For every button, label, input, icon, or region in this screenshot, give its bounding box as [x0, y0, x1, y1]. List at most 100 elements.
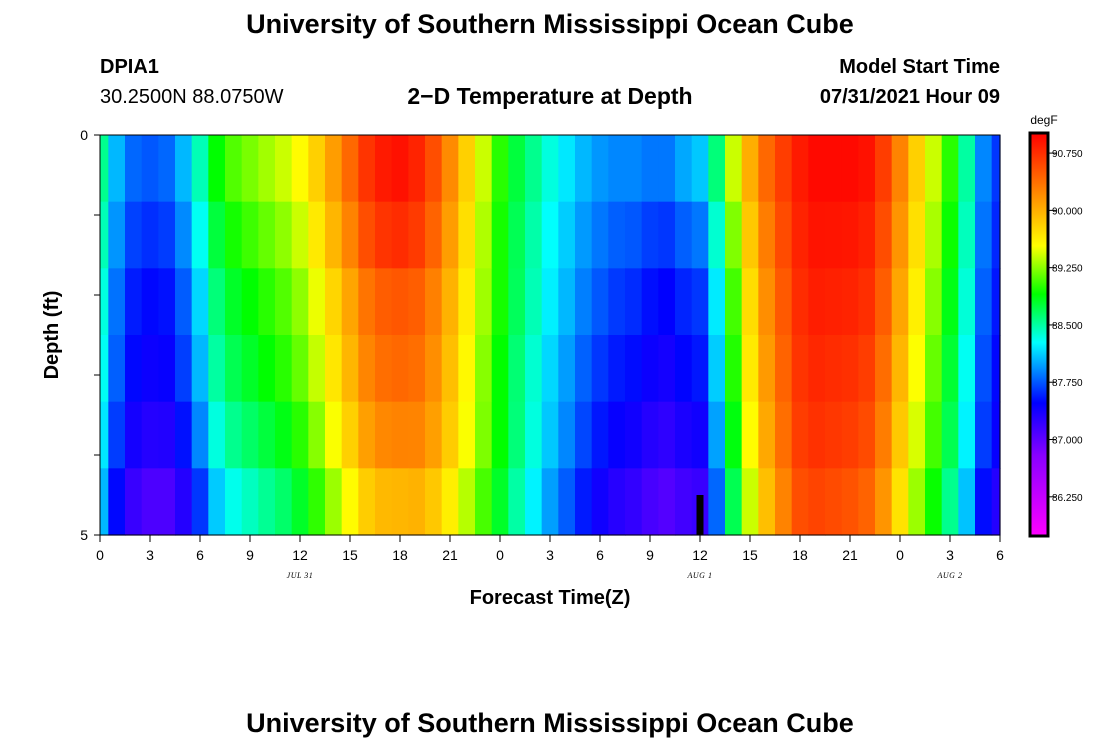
heatmap-cell	[475, 268, 493, 336]
heatmap-cell	[675, 135, 693, 203]
heatmap-cell	[275, 201, 293, 269]
heatmap-cell	[408, 268, 426, 336]
heatmap-cell	[691, 201, 709, 269]
heatmap-cell	[941, 468, 959, 536]
heatmap-cell	[741, 201, 759, 269]
colorbar-tick-label: 88.500	[1052, 321, 1083, 332]
heatmap-cell	[925, 201, 943, 269]
heatmap-cell	[441, 468, 459, 536]
heatmap-cell	[375, 468, 393, 536]
heatmap-cell	[658, 468, 676, 536]
heatmap-cell	[608, 268, 626, 336]
x-tick-label: 0	[896, 547, 904, 563]
heatmap-cell	[658, 401, 676, 469]
heatmap-cell	[991, 201, 1001, 269]
heatmap-cell	[625, 268, 643, 336]
heatmap-cell	[575, 468, 593, 536]
heatmap-cell	[108, 268, 126, 336]
heatmap-cell	[975, 468, 993, 536]
heatmap-cell	[241, 401, 259, 469]
x-tick-label: 3	[946, 547, 954, 563]
heatmap-cell	[225, 335, 243, 403]
heatmap-cell	[425, 335, 443, 403]
heatmap-cell	[358, 335, 376, 403]
heatmap-cell	[258, 268, 276, 336]
heatmap-cell	[575, 135, 593, 203]
heatmap-cell	[541, 135, 559, 203]
heatmap-cell	[191, 468, 209, 536]
heatmap-cell	[675, 268, 693, 336]
heatmap-cell	[358, 201, 376, 269]
heatmap-cell	[441, 135, 459, 203]
heatmap-cell	[391, 268, 409, 336]
heatmap-cell	[808, 468, 826, 536]
colorbar-unit: degF	[1030, 113, 1057, 127]
station-coordinates: 30.2500N 88.0750W	[100, 86, 284, 108]
x-axis: 0 3 6 9 12 15 18 21 0 3 6 9 12 15 18 21 0 3 6 JUL 31 AUG 1 AU…	[96, 535, 1004, 580]
colorbar-tick-label: 86.250	[1052, 493, 1083, 504]
heatmap-cell	[375, 201, 393, 269]
heatmap-cell	[841, 335, 859, 403]
heatmap-cell	[858, 468, 876, 536]
page-title: University of Southern Mississippi Ocean…	[246, 9, 854, 39]
heatmap-cell	[458, 201, 476, 269]
colorbar: degF 86.250 87.000 87.750 88.500 89.250 90.00…	[1028, 113, 1083, 538]
heatmap-cell	[175, 268, 193, 336]
heatmap-cell	[875, 135, 893, 203]
heatmap-cell	[825, 268, 843, 336]
x-tick-label: 12	[692, 547, 708, 563]
heatmap-cell	[475, 468, 493, 536]
heatmap-cell	[658, 335, 676, 403]
heatmap-cell	[608, 468, 626, 536]
heatmap-cell	[241, 201, 259, 269]
heatmap-cell	[375, 401, 393, 469]
heatmap-cell	[625, 135, 643, 203]
heatmap-cell	[508, 335, 526, 403]
heatmap-cell	[708, 335, 726, 403]
heatmap-cell	[391, 135, 409, 203]
heatmap-cell	[175, 468, 193, 536]
heatmap-cell	[891, 268, 909, 336]
heatmap-cell	[875, 268, 893, 336]
heatmap-cell	[191, 401, 209, 469]
heatmap-cell	[258, 135, 276, 203]
heatmap-cell	[608, 335, 626, 403]
heatmap-cell	[108, 401, 126, 469]
heatmap-cell	[225, 401, 243, 469]
heatmap-cell	[808, 135, 826, 203]
heatmap-cell	[725, 268, 743, 336]
heatmap-cell	[491, 401, 509, 469]
heatmap-cell	[675, 335, 693, 403]
footer-title: University of Southern Mississippi Ocean…	[246, 708, 854, 738]
heatmap-cell	[208, 135, 226, 203]
heatmap-cell	[358, 401, 376, 469]
heatmap-cell	[191, 201, 209, 269]
heatmap-cell	[191, 135, 209, 203]
heatmap-cell	[258, 401, 276, 469]
heatmap-cell	[891, 401, 909, 469]
heatmap-cell	[141, 468, 159, 536]
heatmap-cell	[791, 401, 809, 469]
current-time-marker-layer	[696, 495, 704, 535]
heatmap-cell	[208, 201, 226, 269]
heatmap-cell	[691, 401, 709, 469]
heatmap-cell	[925, 335, 943, 403]
heatmap-cell	[658, 135, 676, 203]
heatmap-cell	[891, 335, 909, 403]
heatmap-cell	[141, 268, 159, 336]
heatmap-cell	[691, 268, 709, 336]
date-label: AUG 1	[687, 571, 713, 580]
heatmap-cell	[525, 468, 543, 536]
heatmap-cell	[341, 135, 359, 203]
heatmap-cell	[791, 268, 809, 336]
heatmap-cell	[708, 135, 726, 203]
heatmap-cell	[100, 468, 109, 536]
heatmap-cell	[941, 335, 959, 403]
heatmap-cell	[241, 135, 259, 203]
heatmap-cell	[991, 135, 1001, 203]
x-tick-label: 9	[246, 547, 254, 563]
x-tick-label: 6	[596, 547, 604, 563]
heatmap-cell	[891, 201, 909, 269]
heatmap-cell	[475, 401, 493, 469]
model-start-label: Model Start Time	[839, 56, 1000, 78]
